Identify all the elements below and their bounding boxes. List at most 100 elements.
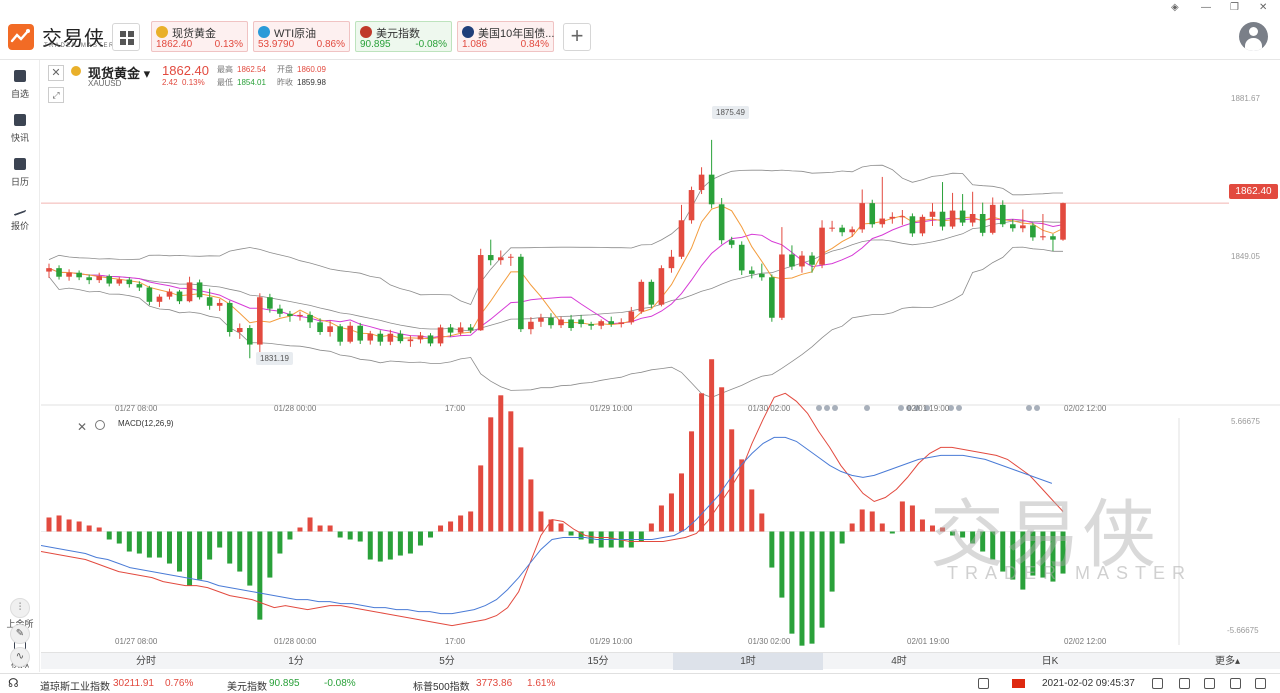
candle xyxy=(297,314,303,317)
quote-price: 90.895 xyxy=(360,39,391,50)
timeframe-tab[interactable]: 1分 xyxy=(288,656,304,667)
symbol-name[interactable]: 现货黄金 ▾ xyxy=(88,66,151,81)
candle xyxy=(989,204,996,233)
max-price-annotation: 1875.49 xyxy=(712,106,749,119)
ticker-price: 3773.86 xyxy=(476,678,513,689)
macd-bar xyxy=(46,517,52,532)
sidebar-item-calendar[interactable]: 日历 xyxy=(0,154,40,194)
timeframe-tab[interactable]: 4时 xyxy=(891,656,907,667)
macd-bar xyxy=(769,531,775,568)
quote-tab-gold[interactable]: 现货黄金 1862.40 0.13% xyxy=(151,21,248,52)
macd-bar xyxy=(729,429,735,532)
skin-icon[interactable]: ◈ xyxy=(1171,2,1179,13)
candle xyxy=(999,204,1006,225)
macd-bar xyxy=(528,479,534,532)
chart-area[interactable]: ✕ ⤢ 现货黄金 ▾ XAUUSD 1862.40 2.42 0.13% 最高 1… xyxy=(10,60,1280,667)
candle xyxy=(668,256,675,269)
candle xyxy=(638,281,645,312)
macd-bar xyxy=(448,521,454,532)
macd-bar xyxy=(1030,531,1036,576)
macd-bar xyxy=(347,531,353,540)
draw-tool-icon[interactable]: ✎ xyxy=(10,624,30,644)
fullscreen-icon[interactable] xyxy=(1230,678,1241,689)
candle xyxy=(447,327,454,333)
ticker-name[interactable]: 道琼斯工业指数 xyxy=(40,682,110,693)
quote-tab-usd-index[interactable]: 美元指数 90.895 -0.08% xyxy=(355,21,452,52)
logo-icon xyxy=(8,24,34,50)
timeframe-tab-active[interactable]: 1时 xyxy=(673,653,823,670)
expand-icon[interactable]: ⤢ xyxy=(48,87,64,103)
macd-bar xyxy=(156,531,162,558)
watermark-subtitle: TRADER MASTER xyxy=(947,563,1193,583)
quote-tab-oil[interactable]: WTI原油 53.9790 0.86% xyxy=(253,21,350,52)
macd-bar xyxy=(548,519,554,532)
timeframe-tab[interactable]: 15分 xyxy=(587,656,609,667)
event-marker xyxy=(956,405,962,411)
settings-icon[interactable] xyxy=(95,420,105,430)
candle xyxy=(769,277,775,318)
ticker-change: 1.61% xyxy=(527,678,556,689)
candle xyxy=(116,279,123,284)
quote-tab-us10y[interactable]: 美国10年国债... 1.086 0.84% xyxy=(457,21,554,52)
candle xyxy=(186,282,193,302)
macd-bar xyxy=(950,531,956,536)
candle xyxy=(909,216,916,234)
headset-icon[interactable]: ☊ xyxy=(8,676,19,690)
macd-bar xyxy=(940,527,946,532)
price-chart[interactable] xyxy=(41,60,1280,652)
quote-name: WTI原油 xyxy=(274,28,317,40)
sidebar-item-news[interactable]: 快讯 xyxy=(0,110,40,150)
sidebar-item-label: 报价 xyxy=(10,221,29,231)
minimize-icon[interactable]: — xyxy=(1201,2,1211,13)
close-chart-button[interactable]: ✕ xyxy=(48,65,64,81)
candle xyxy=(497,257,504,261)
share-icon[interactable] xyxy=(1152,678,1163,689)
candle xyxy=(96,276,102,281)
calendar-icon xyxy=(14,158,26,170)
timeframe-tab[interactable]: 5分 xyxy=(439,656,455,667)
quote-price: 1862.40 xyxy=(156,39,193,50)
camera-icon[interactable] xyxy=(1204,678,1215,689)
network-icon[interactable] xyxy=(978,678,989,689)
candle xyxy=(287,313,293,317)
candle xyxy=(528,321,534,330)
wave-tool-icon[interactable]: ∿ xyxy=(10,647,30,667)
candle xyxy=(267,297,273,309)
timeframe-tab[interactable]: 分时 xyxy=(136,656,156,667)
ticker-change: 0.76% xyxy=(165,678,194,689)
candle xyxy=(919,216,926,234)
sidebar-item-watchlist[interactable]: 自选 xyxy=(0,66,40,106)
sound-icon[interactable] xyxy=(1255,678,1266,689)
candle xyxy=(337,326,343,342)
ticker-name[interactable]: 标普500指数 xyxy=(413,682,470,693)
macd-bar xyxy=(719,387,725,532)
oil-icon xyxy=(258,26,270,38)
time-label: 01/29 10:00 xyxy=(590,404,633,413)
macd-bar xyxy=(899,501,905,532)
candle xyxy=(437,327,444,344)
candle xyxy=(347,325,353,342)
print-icon[interactable] xyxy=(1179,678,1190,689)
candle xyxy=(608,321,615,325)
quote-change: -0.08% xyxy=(415,39,447,50)
timeframe-tab[interactable]: 日K xyxy=(1041,656,1059,667)
avatar[interactable] xyxy=(1239,22,1268,51)
sidebar-item-quotes[interactable]: 报价 xyxy=(0,198,40,238)
candle xyxy=(538,317,544,322)
indicator-tool-icon[interactable]: ⫶ xyxy=(10,598,30,618)
ticker-name[interactable]: 美元指数 xyxy=(227,682,267,693)
close-icon[interactable]: ✕ xyxy=(1259,2,1268,13)
event-marker xyxy=(824,405,830,411)
grid-view-button[interactable] xyxy=(112,23,140,51)
macd-bar xyxy=(217,531,223,548)
more-timeframes-button[interactable]: 更多▴ xyxy=(1214,656,1240,667)
macd-bar xyxy=(247,531,253,586)
macd-bar xyxy=(136,531,142,554)
candle xyxy=(277,308,283,314)
macd-bar xyxy=(197,531,203,580)
macd-bar xyxy=(56,515,62,532)
macd-bar xyxy=(980,531,986,552)
add-quote-button[interactable]: + xyxy=(563,23,591,51)
close-indicator-button[interactable]: ✕ xyxy=(77,420,88,434)
restore-icon[interactable]: ❐ xyxy=(1230,2,1239,13)
